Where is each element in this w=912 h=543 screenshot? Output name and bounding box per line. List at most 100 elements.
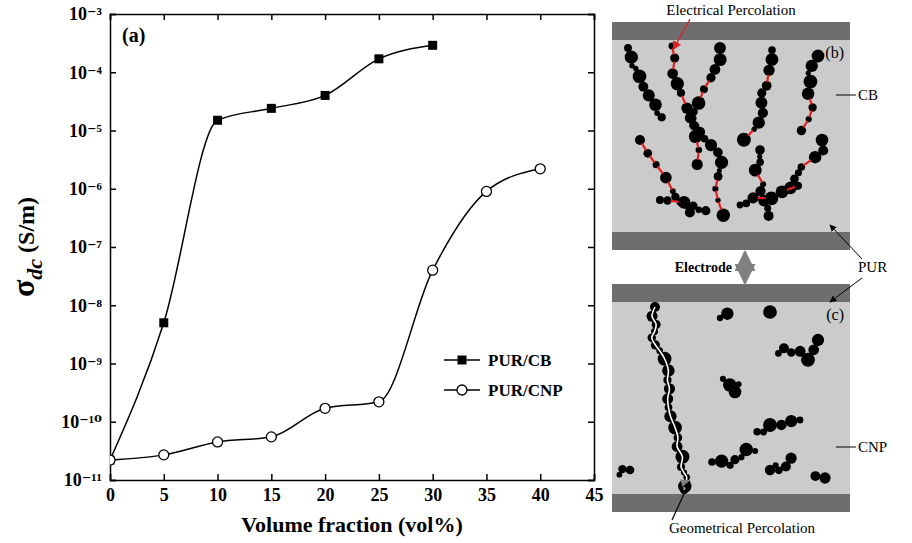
percolation-gap (705, 81, 709, 87)
particle (786, 453, 797, 464)
x-axis-tick-label: 15 (263, 485, 281, 505)
x-axis-tick-mark (432, 474, 434, 480)
particle (656, 196, 664, 204)
annotation-pointer (672, 481, 690, 520)
data-point (266, 432, 276, 442)
particle (752, 448, 758, 454)
particles-c (616, 302, 830, 494)
x-axis-top-tick-mark (379, 14, 381, 20)
x-axis-top-tick (271, 14, 272, 20)
y-axis-title-unit: (S/m) (13, 197, 39, 259)
y-axis-tick-mark (110, 247, 116, 249)
particle (760, 429, 767, 436)
particle (785, 415, 797, 427)
y-axis-tick-mark (110, 422, 116, 424)
y-axis-tick-mark (110, 72, 116, 74)
particle (715, 454, 728, 467)
x-axis-tick-mark (486, 474, 488, 480)
panel-label: (a) (122, 24, 145, 47)
data-point (267, 104, 276, 113)
y-axis-tick-label: 10⁻⁴ (69, 63, 103, 83)
x-axis-top-tick-mark (325, 14, 327, 20)
x-axis-tick-mark (164, 474, 166, 480)
percolation-gap (697, 142, 698, 148)
y-axis-right-tick-mark (588, 72, 594, 74)
y-axis-right-tick-mark (588, 189, 594, 191)
legend-label: PUR/CNP (488, 381, 563, 400)
particle (806, 60, 818, 72)
legend: PUR/CBPUR/CNP (444, 351, 563, 400)
percolation-gap (748, 131, 753, 136)
percolation-gap (809, 110, 811, 117)
y-axis-tick-mark (110, 14, 116, 16)
y-axis-line (111, 15, 117, 481)
x-axis-tick-label: 45 (586, 485, 604, 505)
y-axis-title-subscript: dc (22, 259, 47, 280)
x-axis-tick-label: 0 (106, 485, 115, 505)
matrix-region (612, 22, 850, 250)
y-axis-tick-label: 10⁻⁵ (69, 121, 103, 141)
label-pointer (830, 278, 862, 302)
diagram-label: CNP (858, 439, 887, 455)
y-axis-tick-label: 10⁻³ (69, 4, 103, 24)
data-point (428, 265, 438, 275)
particle (794, 182, 802, 190)
data-point (320, 403, 330, 413)
x-axis-tick: 35 (478, 474, 496, 505)
y-axis-right (588, 15, 595, 481)
x-axis-top-tick (540, 14, 541, 20)
label-pointer (830, 225, 862, 259)
particle (797, 417, 804, 424)
y-axis-title-symbol: σ (5, 279, 41, 297)
particle (755, 145, 765, 155)
y-axis-tick-label: 10⁻⁷ (69, 237, 103, 257)
x-axis-top-tick-mark (217, 14, 219, 20)
particle (763, 305, 777, 319)
percolation-gap (716, 191, 718, 199)
x-axis-tick-label: 40 (532, 485, 550, 505)
x-axis-top-tick-mark (540, 14, 542, 20)
electrode (612, 232, 850, 250)
percolation-gap (671, 200, 679, 203)
particle (720, 376, 726, 382)
x-axis-tick: 15 (263, 474, 281, 505)
particle (695, 207, 702, 214)
y-axis-right-tick (588, 422, 594, 423)
percolation-gap (650, 156, 655, 163)
y-axis-right-tick (588, 131, 594, 132)
y-axis-tick-label: 10⁻⁸ (69, 296, 103, 316)
y-axis-right-tick-mark (588, 363, 594, 365)
data-point (213, 116, 222, 125)
electrode (612, 284, 850, 302)
y-axis-right-tick-mark (588, 247, 594, 249)
percolation-gap (668, 182, 672, 190)
particle (714, 172, 723, 181)
x-axis-tick: 30 (424, 474, 442, 505)
particle (626, 466, 635, 475)
x-axis-tick-mark (271, 474, 273, 480)
y-axis-right-tick-mark (588, 14, 594, 16)
y-axis-tick-label: 10⁻⁹ (69, 354, 103, 374)
x-axis-top-tick (433, 14, 434, 20)
particle (775, 350, 782, 357)
y-axis-tick-mark (110, 189, 116, 191)
y-axis-right-tick (588, 305, 594, 306)
x-axis-tick-mark (540, 474, 542, 480)
y-axis-right-tick (588, 72, 594, 73)
y-axis-tick: 10⁻⁹ (69, 354, 116, 374)
data-point (374, 54, 383, 63)
legend-marker (457, 385, 467, 395)
x-axis-tick: 25 (370, 474, 388, 505)
y-axis-tick: 10⁻⁷ (69, 237, 116, 257)
percolation-gap (767, 75, 768, 82)
electrode-arrow (744, 252, 747, 266)
particle (677, 89, 685, 97)
particle (701, 206, 710, 215)
figure: 05101520253035404510⁻¹¹10⁻¹⁰10⁻⁹10⁻⁸10⁻⁷… (0, 0, 912, 543)
particle (690, 108, 698, 116)
y-axis-right-tick-mark (588, 130, 594, 132)
particle (763, 65, 774, 76)
annotation: Geometrical Percolation (669, 520, 816, 536)
annotation-pointer (673, 19, 690, 50)
x-axis-top (111, 14, 595, 20)
